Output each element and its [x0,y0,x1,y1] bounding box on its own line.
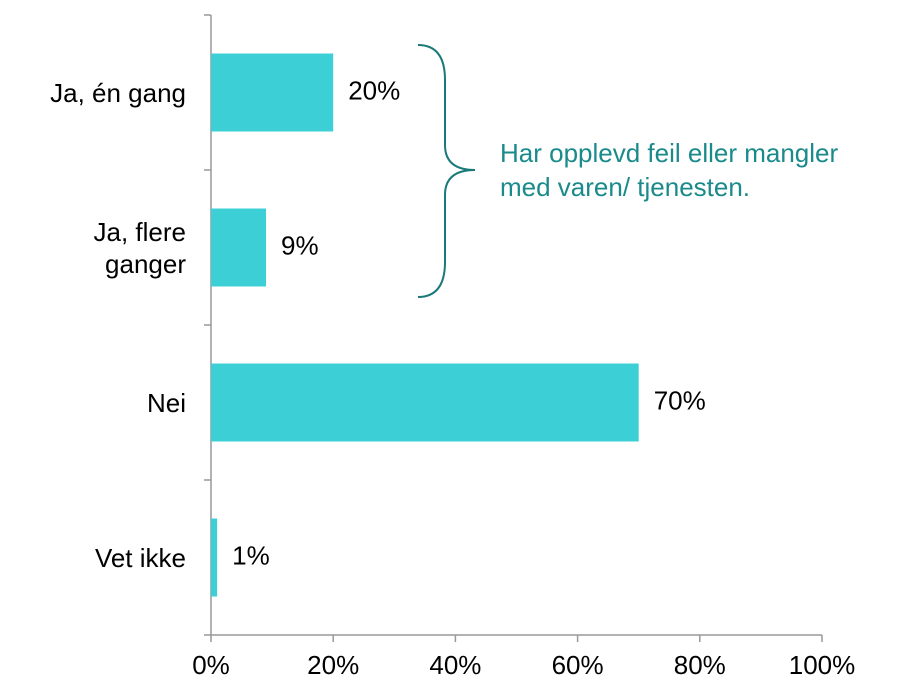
x-tick-label: 0% [192,650,230,680]
category-label: Nei [146,387,186,418]
bar [211,53,334,132]
bar [211,518,218,597]
annotation: Har opplevd feil eller mangler [500,138,839,168]
x-tick-label: 40% [429,650,481,680]
category-label: Vet ikke [94,542,186,573]
x-tick-label: 80% [674,650,726,680]
value-label: 9% [281,230,319,260]
x-tick-label: 20% [307,650,359,680]
x-tick-label: 60% [552,650,604,680]
bar [211,208,266,287]
annotation: med varen/ tjenesten. [500,172,750,202]
value-label: 70% [654,385,706,415]
bar [211,363,639,442]
category-label: Ja, flere ganger [93,216,187,279]
brace [417,44,476,298]
value-label: 20% [348,75,400,105]
x-tick-label: 100% [789,650,856,680]
value-label: 1% [232,540,270,570]
category-label: Ja, én gang [50,77,186,108]
